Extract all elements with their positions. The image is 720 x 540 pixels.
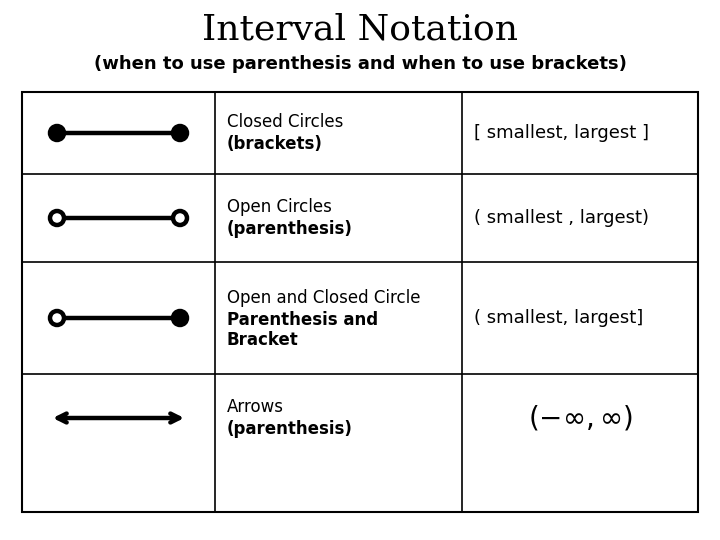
Circle shape [50, 211, 64, 225]
Text: (when to use parenthesis and when to use brackets): (when to use parenthesis and when to use… [94, 55, 626, 73]
Text: (parenthesis): (parenthesis) [227, 420, 353, 438]
Circle shape [173, 311, 187, 325]
Text: [ smallest, largest ]: [ smallest, largest ] [474, 124, 649, 142]
Circle shape [173, 126, 187, 140]
Text: Arrows: Arrows [227, 398, 284, 416]
Text: ( smallest, largest]: ( smallest, largest] [474, 309, 643, 327]
Bar [22, 92, 698, 512]
Circle shape [173, 211, 187, 225]
Circle shape [50, 311, 64, 325]
Text: Interval Notation: Interval Notation [202, 13, 518, 47]
Text: ( smallest , largest): ( smallest , largest) [474, 209, 649, 227]
Text: $\left(-\infty,\infty\right)$: $\left(-\infty,\infty\right)$ [528, 403, 632, 433]
Text: Open Circles: Open Circles [227, 198, 332, 216]
Text: (brackets): (brackets) [227, 135, 323, 153]
Text: Bracket: Bracket [227, 331, 299, 349]
Text: Closed Circles: Closed Circles [227, 113, 343, 131]
Circle shape [50, 126, 64, 140]
Text: (parenthesis): (parenthesis) [227, 220, 353, 238]
Text: Open and Closed Circle: Open and Closed Circle [227, 289, 420, 307]
Text: Parenthesis and: Parenthesis and [227, 311, 378, 329]
